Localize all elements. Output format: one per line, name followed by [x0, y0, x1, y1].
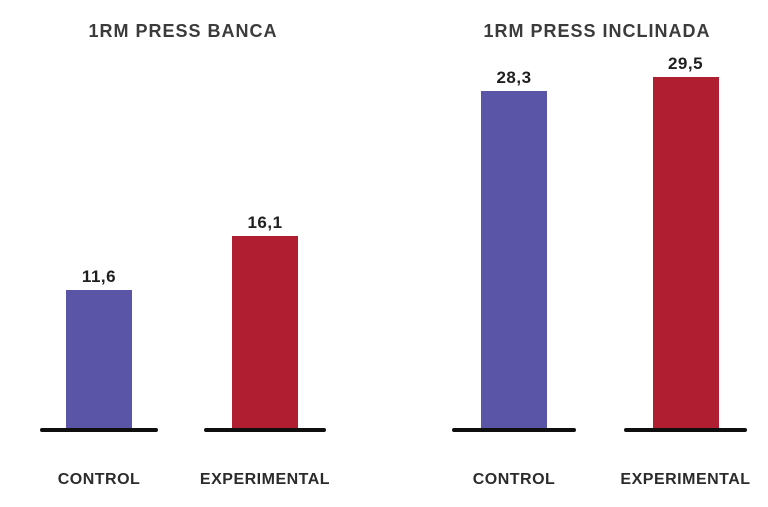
axis-baseline: [40, 428, 158, 432]
axis-baseline: [452, 428, 576, 432]
axis-baseline: [624, 428, 747, 432]
bar-experimental: [652, 77, 719, 428]
bar-control: [481, 91, 547, 428]
category-label: CONTROL: [472, 471, 556, 488]
bar-group-banca-control: 11,6 CONTROL: [40, 268, 158, 489]
category-label: EXPERIMENTAL: [620, 471, 751, 488]
bar-group-banca-experimental: 16,1 EXPERIMENTAL: [200, 213, 330, 489]
chart-title-press-banca: 1RM PRESS BANCA: [88, 21, 278, 41]
category-label: CONTROL: [57, 471, 141, 488]
axis-baseline: [204, 428, 326, 432]
bar-experimental: [232, 236, 298, 428]
bar-control: [66, 290, 132, 428]
value-label: 28,3: [496, 68, 532, 87]
value-label: 29,5: [667, 54, 704, 73]
value-label: 11,6: [81, 267, 117, 286]
category-label: EXPERIMENTAL: [199, 471, 331, 488]
value-label: 16,1: [247, 213, 283, 232]
bar-group-inclinada-control: 28,3 CONTROL: [452, 69, 576, 489]
bar-group-inclinada-experimental: 29,5 EXPERIMENTAL: [620, 54, 750, 489]
chart-title-press-inclinada: 1RM PRESS INCLINADA: [483, 21, 711, 41]
